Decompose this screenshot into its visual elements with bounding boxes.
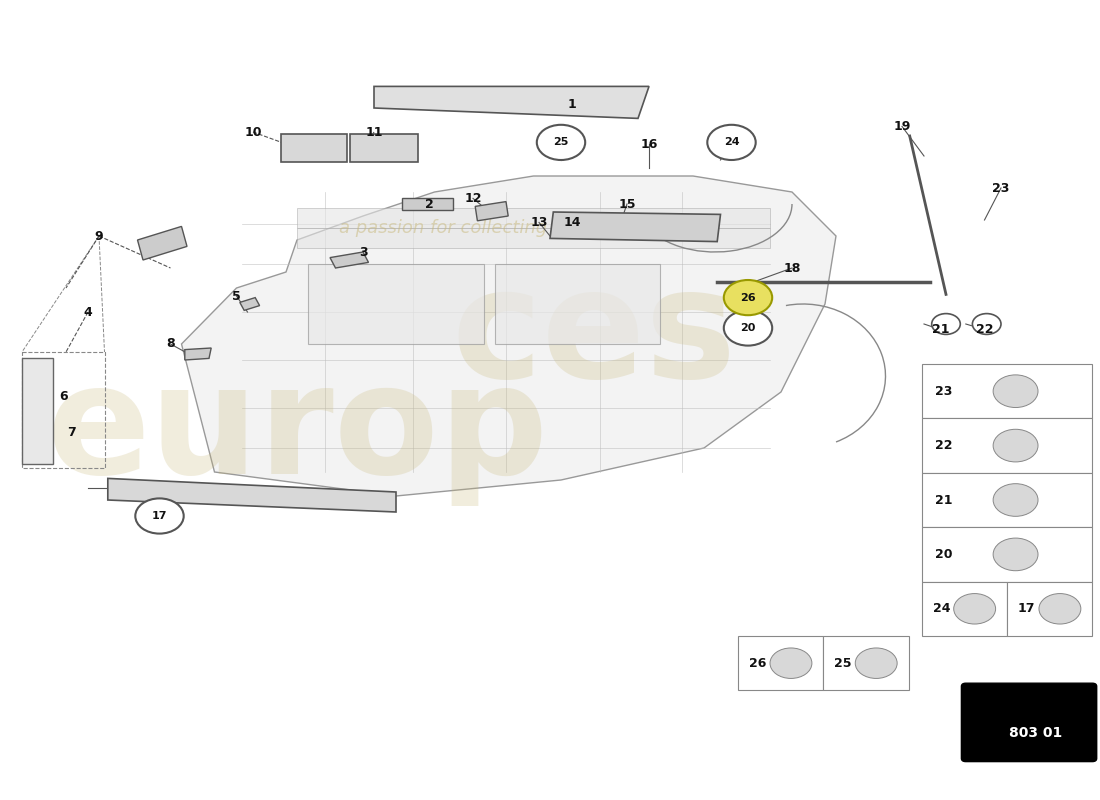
Text: 17: 17 bbox=[1019, 602, 1035, 615]
Text: 3: 3 bbox=[359, 246, 367, 258]
Circle shape bbox=[724, 310, 772, 346]
Circle shape bbox=[856, 648, 898, 678]
Text: 803 01: 803 01 bbox=[1009, 726, 1062, 740]
Text: 5: 5 bbox=[232, 290, 241, 302]
FancyBboxPatch shape bbox=[961, 683, 1097, 762]
Text: 21: 21 bbox=[932, 323, 949, 336]
Text: 20: 20 bbox=[935, 548, 953, 561]
Text: a passion for collecting since 1985: a passion for collecting since 1985 bbox=[339, 219, 651, 237]
FancyBboxPatch shape bbox=[1008, 582, 1092, 636]
Text: 20: 20 bbox=[740, 323, 756, 333]
Circle shape bbox=[135, 498, 184, 534]
Text: 10: 10 bbox=[244, 126, 262, 138]
Circle shape bbox=[993, 375, 1038, 407]
Text: 6: 6 bbox=[59, 390, 68, 402]
Text: 1: 1 bbox=[568, 98, 576, 110]
Text: 7: 7 bbox=[67, 426, 76, 438]
Polygon shape bbox=[550, 212, 720, 242]
Polygon shape bbox=[475, 202, 508, 221]
Circle shape bbox=[993, 484, 1038, 516]
Circle shape bbox=[954, 594, 996, 624]
Text: 16: 16 bbox=[640, 138, 658, 150]
FancyBboxPatch shape bbox=[922, 582, 1008, 636]
Polygon shape bbox=[280, 134, 346, 162]
Polygon shape bbox=[330, 252, 369, 268]
Text: 17: 17 bbox=[152, 511, 167, 521]
FancyBboxPatch shape bbox=[738, 636, 823, 690]
Polygon shape bbox=[182, 176, 836, 496]
Circle shape bbox=[993, 430, 1038, 462]
Text: ces: ces bbox=[451, 262, 737, 410]
Circle shape bbox=[537, 125, 585, 160]
Polygon shape bbox=[138, 226, 187, 260]
Text: 12: 12 bbox=[464, 192, 482, 205]
Text: europ: europ bbox=[46, 358, 548, 506]
Polygon shape bbox=[350, 134, 418, 162]
FancyBboxPatch shape bbox=[922, 473, 1092, 527]
Polygon shape bbox=[297, 208, 770, 228]
Text: 2: 2 bbox=[425, 198, 433, 210]
Polygon shape bbox=[240, 298, 260, 310]
Text: 26: 26 bbox=[740, 293, 756, 302]
Text: 13: 13 bbox=[530, 216, 548, 229]
Polygon shape bbox=[308, 264, 484, 344]
Circle shape bbox=[707, 125, 756, 160]
Circle shape bbox=[932, 314, 960, 334]
Text: 19: 19 bbox=[893, 120, 911, 133]
Text: 23: 23 bbox=[992, 182, 1010, 194]
Text: 14: 14 bbox=[563, 216, 581, 229]
Text: 15: 15 bbox=[618, 198, 636, 210]
Circle shape bbox=[770, 648, 812, 678]
FancyBboxPatch shape bbox=[823, 636, 909, 690]
Text: 22: 22 bbox=[976, 323, 993, 336]
Text: 4: 4 bbox=[84, 306, 92, 318]
Text: 25: 25 bbox=[553, 138, 569, 147]
Text: 24: 24 bbox=[933, 602, 950, 615]
Text: 23: 23 bbox=[935, 385, 953, 398]
Circle shape bbox=[993, 538, 1038, 570]
Text: 18: 18 bbox=[783, 262, 801, 274]
Polygon shape bbox=[108, 478, 396, 512]
Text: 26: 26 bbox=[749, 657, 767, 670]
Text: 8: 8 bbox=[166, 338, 175, 350]
Polygon shape bbox=[185, 348, 211, 360]
Polygon shape bbox=[374, 86, 649, 118]
FancyBboxPatch shape bbox=[922, 418, 1092, 473]
Circle shape bbox=[724, 280, 772, 315]
Polygon shape bbox=[402, 198, 453, 210]
Text: 9: 9 bbox=[95, 230, 103, 242]
Polygon shape bbox=[495, 264, 660, 344]
Text: 11: 11 bbox=[365, 126, 383, 138]
Polygon shape bbox=[297, 228, 770, 248]
Text: 24: 24 bbox=[724, 138, 739, 147]
Circle shape bbox=[1040, 594, 1081, 624]
Text: 22: 22 bbox=[935, 439, 953, 452]
Text: 21: 21 bbox=[935, 494, 953, 506]
Circle shape bbox=[972, 314, 1001, 334]
FancyBboxPatch shape bbox=[922, 364, 1092, 418]
Text: 25: 25 bbox=[835, 657, 851, 670]
FancyBboxPatch shape bbox=[922, 527, 1092, 582]
Polygon shape bbox=[22, 358, 53, 464]
